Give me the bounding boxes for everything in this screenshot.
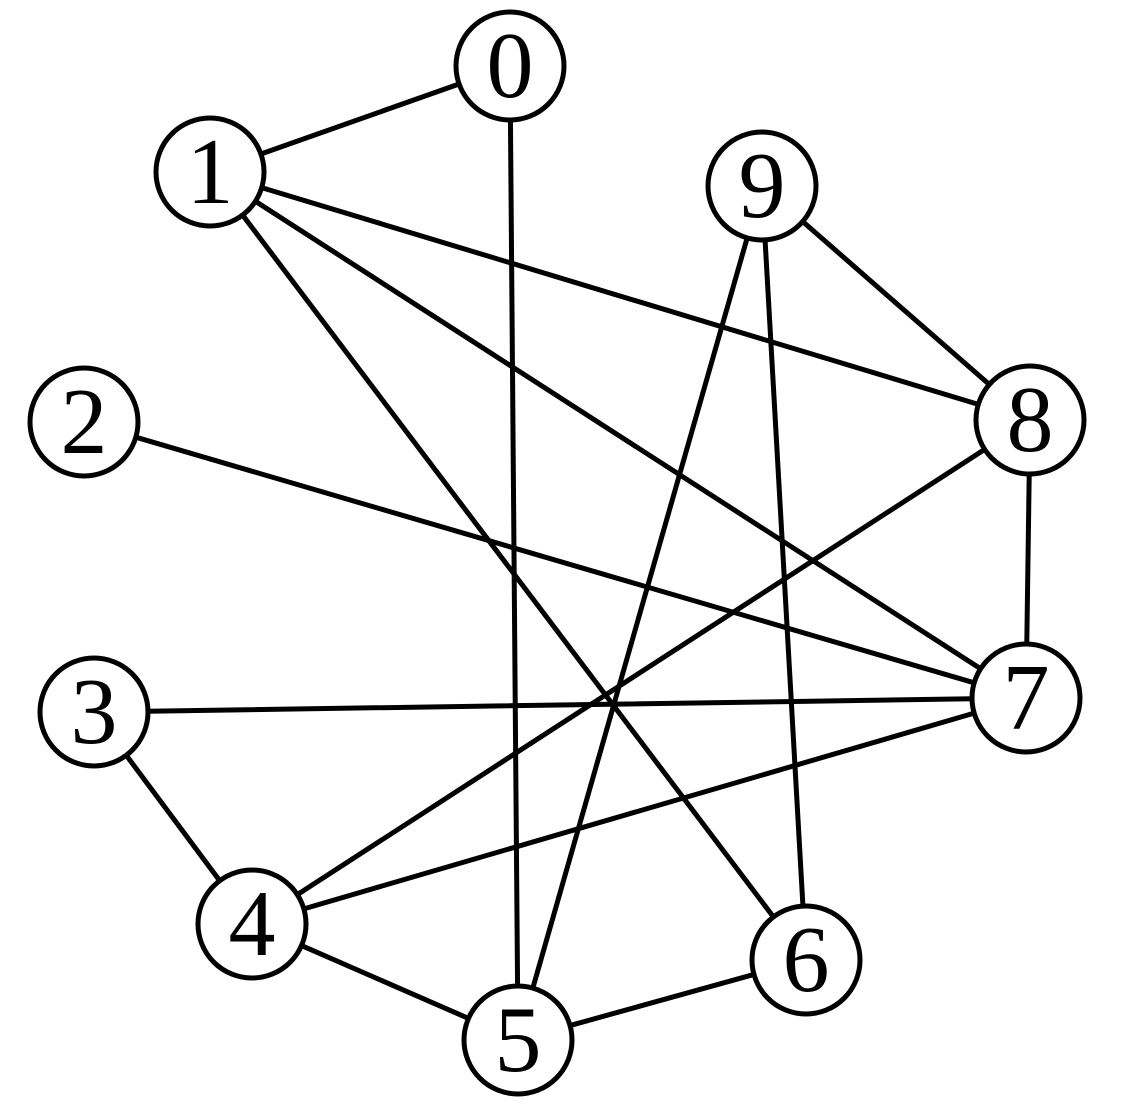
edge-4-5	[302, 946, 469, 1019]
node-6: 6	[752, 906, 860, 1014]
node-8: 8	[976, 366, 1084, 474]
edge-0-5	[510, 120, 517, 986]
node-label-8: 8	[1007, 368, 1054, 472]
edge-1-8	[262, 188, 979, 405]
node-label-6: 6	[783, 908, 830, 1012]
node-5: 5	[464, 986, 572, 1094]
edge-5-6	[570, 974, 754, 1025]
edge-7-8	[1027, 474, 1029, 644]
node-label-7: 7	[1003, 646, 1050, 750]
node-label-3: 3	[71, 660, 118, 764]
node-7: 7	[972, 644, 1080, 752]
node-label-1: 1	[187, 120, 234, 224]
node-0: 0	[456, 12, 564, 120]
node-label-0: 0	[487, 14, 534, 118]
edge-1-7	[255, 201, 980, 668]
nodes-layer: 0 1 2 3 4 5 6 7 8 9	[30, 12, 1084, 1094]
graph-canvas: 0 1 2 3 4 5 6 7 8 9	[0, 0, 1145, 1116]
edge-0-1	[261, 84, 459, 154]
node-label-9: 9	[739, 134, 786, 238]
edge-3-7	[148, 699, 972, 711]
node-2: 2	[30, 368, 138, 476]
node-label-5: 5	[495, 988, 542, 1092]
edge-5-9	[533, 238, 747, 988]
edge-2-7	[136, 437, 974, 683]
node-label-4: 4	[229, 872, 276, 976]
node-9: 9	[708, 132, 816, 240]
node-3: 3	[40, 658, 148, 766]
node-label-2: 2	[61, 370, 108, 474]
node-4: 4	[198, 870, 306, 978]
edge-3-4	[126, 755, 219, 880]
node-1: 1	[156, 118, 264, 226]
